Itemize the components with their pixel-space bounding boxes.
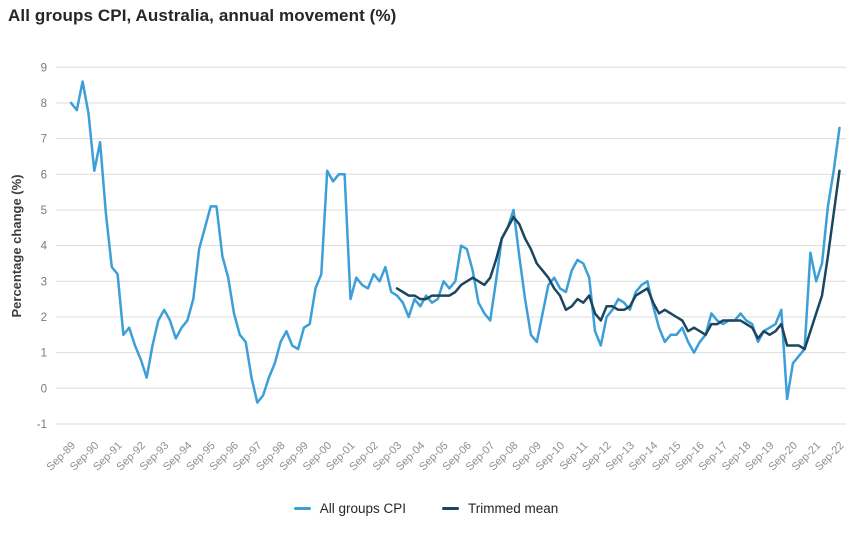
y-tick-label: 0	[41, 383, 47, 395]
y-tick-label: -1	[37, 419, 47, 431]
y-tick-labels: -1 0 1 2 3 4 5 6 7 8 9	[37, 62, 48, 431]
legend-item-0[interactable]: All groups CPI	[293, 501, 406, 516]
series-line-1	[395, 169, 841, 351]
y-tick-label: 5	[41, 205, 47, 217]
y-tick-label: 3	[41, 276, 47, 288]
x-tick-labels: Sep-89Sep-90Sep-91Sep-92Sep-93Sep-94Sep-…	[45, 440, 847, 474]
series-line-0	[69, 80, 841, 404]
legend-line-swatch	[293, 507, 311, 510]
y-tick-label: 9	[41, 62, 47, 74]
y-tick-label: 1	[41, 348, 47, 360]
chart-title: All groups CPI, Australia, annual moveme…	[8, 6, 397, 25]
gridlines	[56, 66, 846, 425]
y-tick-label: 8	[41, 98, 47, 110]
cpi-line-chart: -1 0 1 2 3 4 5 6 7 8 9 Sep-89Sep-90Sep-91Sep-92Sep…	[9, 62, 847, 474]
legend-item-1[interactable]: Trimmed mean	[442, 501, 558, 516]
y-axis-title: Percentage change (%)	[9, 174, 24, 317]
y-tick-label: 2	[41, 312, 47, 324]
legend-label: All groups CPI	[319, 501, 406, 516]
legend-line-swatch	[442, 507, 459, 510]
y-tick-label: 7	[41, 134, 47, 146]
legend: All groups CPI Trimmed mean	[0, 501, 852, 516]
series-lines	[69, 80, 841, 404]
legend-label: Trimmed mean	[468, 501, 559, 516]
y-tick-label: 4	[41, 241, 48, 253]
y-tick-label: 6	[41, 169, 47, 181]
